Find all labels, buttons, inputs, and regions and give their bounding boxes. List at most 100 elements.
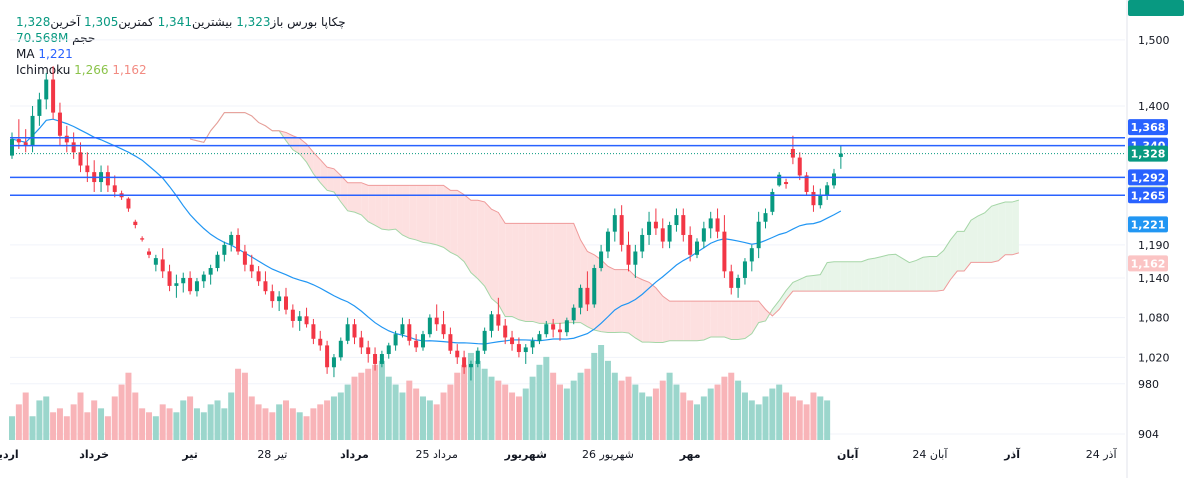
volume-bar <box>659 380 666 440</box>
volume-bar <box>214 400 221 440</box>
ichimoku-cloud-segment <box>799 276 807 292</box>
time-tick-label: شهریور <box>504 448 547 461</box>
ichimoku-cloud-segment <box>834 261 841 292</box>
volume-bar <box>372 364 379 440</box>
volume-bar <box>324 400 331 440</box>
candle <box>790 135 795 165</box>
candle-body <box>592 268 597 305</box>
candle <box>489 311 494 338</box>
candle-body <box>660 228 665 242</box>
candle-body <box>825 185 830 196</box>
candle <box>181 272 186 293</box>
ichimoku-cloud-segment <box>416 185 423 243</box>
candle-body <box>448 334 453 351</box>
candle-body <box>516 344 521 353</box>
legend-ichimoku-b: 1,162 <box>112 63 147 77</box>
price-label-box <box>1128 169 1168 186</box>
candle-body <box>147 251 151 255</box>
ichimoku-cloud-segment <box>299 138 307 163</box>
volume-bar <box>461 364 468 440</box>
ichimoku-cloud-segment <box>560 223 567 324</box>
time-tick-label: 25 مرداد <box>416 448 458 461</box>
candle-body <box>400 324 405 335</box>
volume-bar <box>413 388 420 440</box>
candle <box>770 188 775 216</box>
volume-bar <box>262 408 269 440</box>
volume-bar <box>365 368 372 440</box>
candle-body <box>797 157 802 176</box>
volume-bar <box>104 416 111 440</box>
candle-body <box>455 350 460 358</box>
ichimoku-cloud-segment <box>662 296 670 343</box>
ichimoku-cloud-segment <box>703 301 711 340</box>
candle <box>400 317 405 338</box>
volume-bar <box>652 388 659 440</box>
legend-ichimoku-row[interactable]: Ichimoku 1,266 1,162 <box>16 62 346 78</box>
volume-bar <box>735 380 742 440</box>
candle <box>599 244 604 272</box>
candle <box>160 248 165 278</box>
candle <box>633 244 638 278</box>
ichimoku-cloud-segment <box>443 185 451 253</box>
candle <box>516 337 521 358</box>
candle <box>681 208 686 242</box>
volume-bar <box>235 368 242 440</box>
candle-body <box>126 198 131 209</box>
ichimoku-cloud-segment <box>710 301 718 337</box>
candle <box>277 291 282 312</box>
price-label-box <box>1128 216 1168 233</box>
candle <box>626 231 631 272</box>
ichimoku-cloud-segment <box>895 254 903 292</box>
ichimoku-cloud-segment <box>340 175 348 211</box>
candle <box>30 105 35 153</box>
volume-bar <box>111 396 118 440</box>
candle-body <box>838 153 843 157</box>
legend-low-label: کمترین <box>118 15 154 29</box>
volume-bar <box>721 376 728 440</box>
volume-bar <box>810 392 817 440</box>
candle <box>105 165 110 192</box>
candle-body <box>318 338 323 346</box>
ichimoku-cloud-segment <box>724 301 732 340</box>
candle-body <box>277 296 282 302</box>
legend-volume-row: حجم 70.568M <box>16 30 346 46</box>
legend-ma-row[interactable]: MA 1,221 <box>16 46 346 62</box>
candle-body <box>790 148 795 158</box>
candle-body <box>434 317 439 325</box>
ichimoku-cloud-segment <box>1012 200 1019 255</box>
candle-body <box>284 296 288 310</box>
candle <box>78 142 83 173</box>
time-tick-label: آذر <box>1003 447 1020 461</box>
candle <box>352 318 357 345</box>
candle-body <box>407 324 412 341</box>
candle-body <box>551 324 556 330</box>
ichimoku-cloud-segment <box>614 269 622 333</box>
candle <box>345 317 350 345</box>
ichimoku-cloud-segment <box>484 201 492 299</box>
candle <box>797 152 802 181</box>
candle-body <box>30 115 35 146</box>
candle <box>304 307 309 328</box>
candle <box>818 188 823 209</box>
ichimoku-span-a-line <box>189 112 1020 343</box>
ichimoku-cloud-segment <box>840 261 848 292</box>
ichimoku-cloud-segment <box>964 220 971 272</box>
candle-body <box>811 191 816 206</box>
candle-body <box>667 225 672 242</box>
candle <box>832 168 836 189</box>
time-tick-label: 24 آذر <box>1086 447 1118 461</box>
ichimoku-cloud-segment <box>313 152 321 183</box>
candle-body <box>85 165 90 173</box>
candle-body <box>64 135 69 143</box>
candle <box>427 314 432 338</box>
volume-bar <box>98 408 105 440</box>
ichimoku-cloud-segment <box>861 259 869 292</box>
ichimoku-cloud-segment <box>381 185 389 230</box>
candle <box>715 208 720 239</box>
volume-bar <box>604 360 611 440</box>
candle <box>756 211 761 259</box>
ichimoku-cloud-segment <box>813 274 821 292</box>
volume-bar <box>426 400 433 440</box>
legend-close-label: آخرین <box>50 15 81 29</box>
